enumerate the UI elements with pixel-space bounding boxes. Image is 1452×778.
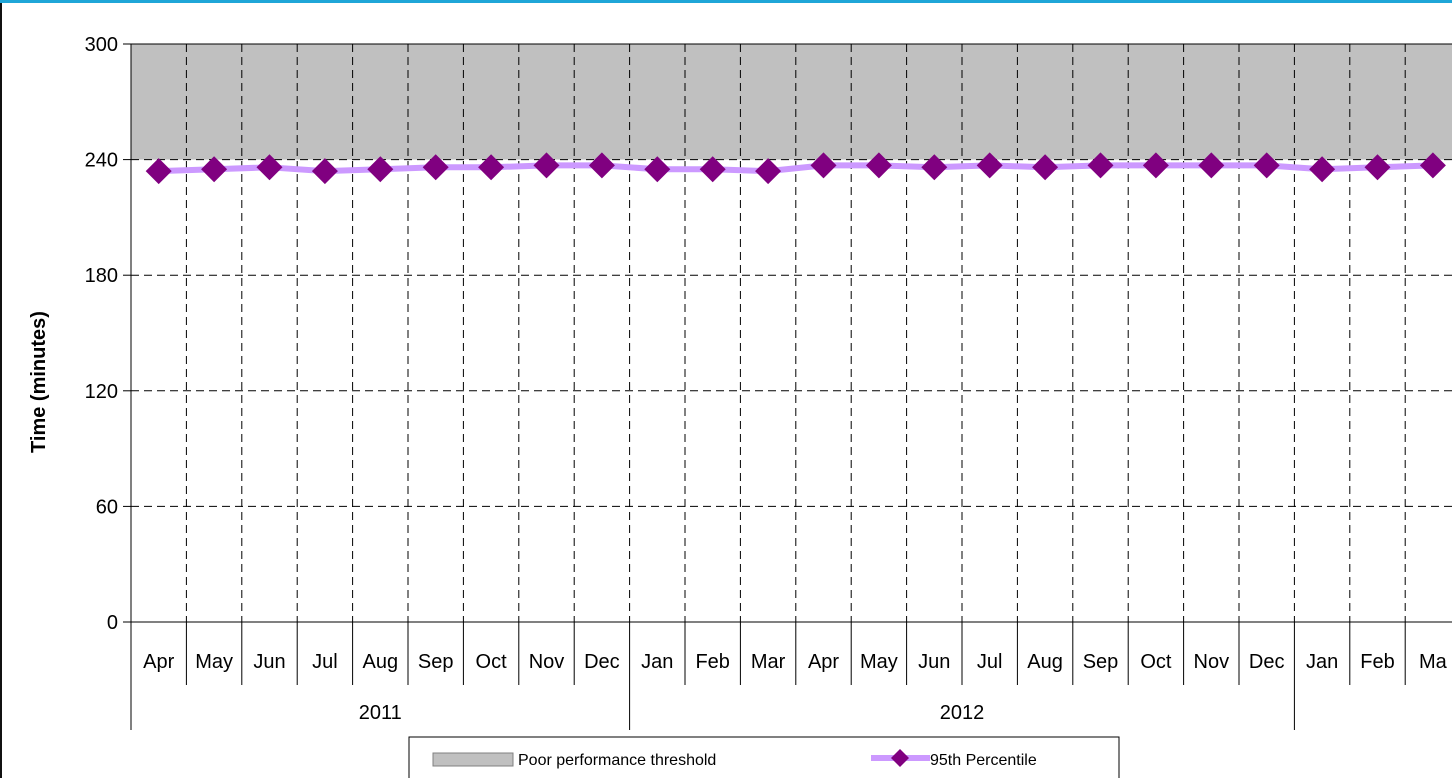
- month-label: Oct: [1140, 651, 1172, 673]
- data-point-8: [588, 152, 615, 179]
- month-label: Sep: [418, 651, 454, 673]
- data-point-0: [145, 158, 172, 185]
- data-point-20: [1253, 152, 1280, 179]
- y-tick-label: 120: [85, 381, 118, 403]
- y-tick-labels: 0 60 120 180 240 300: [85, 34, 118, 634]
- y-tick-label: 180: [85, 265, 118, 287]
- month-label: Jun: [253, 651, 285, 673]
- series-line-95th-percentile: [158, 162, 1434, 175]
- data-point-9: [644, 156, 671, 183]
- month-label: Feb: [695, 651, 729, 673]
- data-point-22: [1364, 154, 1391, 181]
- legend: Poor performance threshold 95th Percentil…: [408, 736, 1120, 778]
- data-point-4: [367, 156, 394, 183]
- month-label: Sep: [1083, 651, 1119, 673]
- month-label: Aug: [1027, 651, 1063, 673]
- legend-box: [408, 736, 1120, 778]
- y-tick-label: 60: [96, 496, 118, 518]
- month-label: Jul: [312, 651, 338, 673]
- data-point-10: [699, 156, 726, 183]
- threshold-area-group: [131, 44, 1452, 160]
- data-point-5: [422, 154, 449, 181]
- left-border: [0, 3, 2, 778]
- y-tick-label: 240: [85, 150, 118, 172]
- data-point-14: [921, 154, 948, 181]
- data-point-21: [1309, 156, 1336, 183]
- month-label: Jul: [977, 651, 1003, 673]
- month-label: Jan: [641, 651, 673, 673]
- data-point-11: [755, 158, 782, 185]
- data-point-1: [201, 156, 228, 183]
- data-point-3: [311, 158, 338, 185]
- year-label: 2011: [359, 702, 402, 724]
- y-tick-label: 0: [107, 612, 118, 634]
- data-point-13: [865, 152, 892, 179]
- data-point-19: [1198, 152, 1225, 179]
- data-point-16: [1032, 154, 1059, 181]
- legend-percentile-label: 95th Percentile: [930, 752, 1037, 769]
- month-label: Aug: [363, 651, 399, 673]
- y-axis-title: Time (minutes): [28, 311, 50, 453]
- month-label: Nov: [1194, 651, 1230, 673]
- y-tick-label: 300: [85, 34, 118, 56]
- month-label: Feb: [1360, 651, 1394, 673]
- month-label: Apr: [808, 651, 839, 673]
- month-label: May: [860, 651, 898, 673]
- month-label: Ma: [1419, 651, 1448, 673]
- threshold-area: [131, 44, 1452, 160]
- month-label: Jan: [1306, 651, 1338, 673]
- month-label: Nov: [529, 651, 565, 673]
- legend-diamond-icon: [891, 749, 909, 767]
- data-point-2: [256, 154, 283, 181]
- data-point-7: [533, 152, 560, 179]
- data-point-6: [478, 154, 505, 181]
- data-point-23: [1419, 152, 1446, 179]
- data-point-15: [976, 152, 1003, 179]
- data-point-17: [1087, 152, 1114, 179]
- month-label: Mar: [751, 651, 786, 673]
- x-category-labels: Apr May Jun Jul Aug Sep Oct Nov Dec Jan Feb Mar Apr M…: [143, 651, 1448, 724]
- month-label: May: [195, 651, 233, 673]
- data-point-12: [810, 152, 837, 179]
- top-border-strip: [0, 0, 1452, 3]
- month-label: Jun: [918, 651, 950, 673]
- year-label: 2012: [940, 702, 985, 724]
- month-label: Dec: [584, 651, 620, 673]
- legend-threshold-label: Poor performance threshold: [518, 752, 716, 769]
- series-group: [145, 152, 1446, 185]
- month-label: Dec: [1249, 651, 1285, 673]
- grid-group: [131, 43, 1452, 622]
- axes-group: [123, 43, 1452, 730]
- month-label: Oct: [476, 651, 508, 673]
- month-label: Apr: [143, 651, 174, 673]
- legend-threshold-swatch: [432, 752, 514, 767]
- data-point-18: [1142, 152, 1169, 179]
